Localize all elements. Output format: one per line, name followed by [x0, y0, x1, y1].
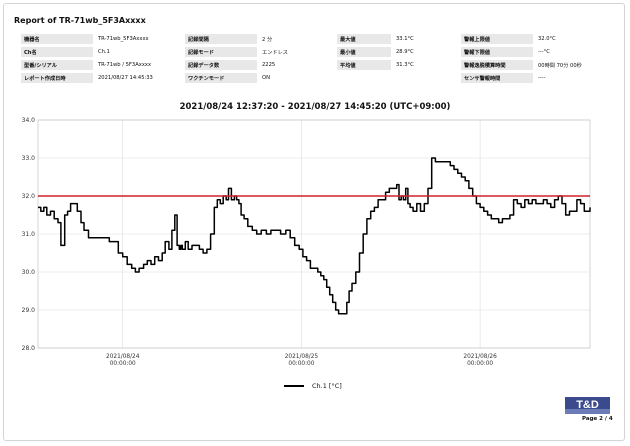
info-value: 31.3°C [393, 60, 459, 70]
info-value: ---°C [535, 47, 599, 57]
info-label: 平均値 [337, 60, 391, 70]
info-value: 28.9°C [393, 47, 459, 57]
info-row: 型番/シリアル TR-71wb / 5F3Axxxx 記録データ数 2225 平均値 31… [21, 60, 599, 70]
info-value: ---- [535, 73, 599, 83]
report-page: Report of TR-71wb_5F3Axxxx 機器名 TR-71wb_5F… [3, 3, 625, 441]
info-label: 最小値 [337, 47, 391, 57]
info-label: 型番/シリアル [21, 60, 93, 70]
plot-frame [37, 119, 591, 349]
info-value: 33.1°C [393, 34, 459, 44]
info-value: 32.0°C [535, 34, 599, 44]
x-tick-label: 2021/08/26 [463, 354, 497, 360]
y-tick-label: 32.0 [22, 193, 36, 200]
info-label: ワクチンモード [185, 73, 257, 83]
x-tick-label: 2021/08/24 [106, 354, 140, 360]
report-title: Report of TR-71wb_5F3Axxxx [14, 16, 146, 25]
x-tick-time-label: 00:00:00 [467, 361, 493, 367]
x-tick-label: 2021/08/25 [285, 354, 319, 360]
info-label: Ch名 [21, 47, 93, 57]
y-tick-label: 33.0 [22, 155, 36, 162]
svg-text:T&D: T&D [576, 399, 599, 411]
legend-label: Ch.1 [°C] [312, 382, 342, 390]
legend-line-swatch [284, 384, 304, 388]
info-label: レポート作成日時 [21, 73, 93, 83]
x-tick-time-label: 00:00:00 [110, 361, 136, 367]
info-label: 警報上限値 [461, 34, 533, 44]
info-value: 2021/08/27 14:45:33 [95, 73, 183, 83]
info-value: ON [259, 73, 335, 83]
y-tick-label: 28.0 [22, 345, 36, 352]
page-number: Page 2 / 4 [582, 416, 613, 422]
x-tick-time-label: 00:00:00 [288, 361, 314, 367]
info-value: エンドレス [259, 47, 335, 57]
y-tick-label: 31.0 [22, 231, 36, 238]
info-label: 警報逸脱積算時間 [461, 60, 533, 70]
info-label: 記録データ数 [185, 60, 257, 70]
y-tick-label: 29.0 [22, 307, 36, 314]
info-row: 機器名 TR-71wb_5F3Axxxx 記録間隔 2 分最大値 33.1°C 警報上限値… [21, 34, 599, 44]
info-label: 記録間隔 [185, 34, 257, 44]
info-label: 機器名 [21, 34, 93, 44]
info-label: 最大値 [337, 34, 391, 44]
info-label: 記録モード [185, 47, 257, 57]
info-label: センサ警報時間 [461, 73, 533, 83]
info-value: 2225 [259, 60, 335, 70]
y-tick-label: 30.0 [22, 269, 36, 276]
td-logo: T&D [565, 397, 610, 414]
info-row: レポート作成日時 2021/08/27 14:45:33 ワクチンモード ON センサ警… [21, 73, 599, 83]
info-table: 機器名 TR-71wb_5F3Axxxx 記録間隔 2 分最大値 33.1°C 警報上限値… [19, 31, 601, 86]
y-tick-label: 34.0 [22, 117, 36, 124]
info-label: 警報下限値 [461, 47, 533, 57]
temperature-chart: 28.029.030.031.032.033.034.02021/08/2400… [22, 117, 591, 367]
chart-legend: Ch.1 [°C] [284, 382, 342, 390]
info-row: Ch名 Ch.1 記録モード エンドレス 最小値 28.9°C 警報下限値 ---°C [21, 47, 599, 57]
info-value: Ch.1 [95, 47, 183, 57]
info-value: 00時間 70分 00秒 [535, 60, 599, 70]
info-value: TR-71wb / 5F3Axxxx [95, 60, 183, 70]
chart-title: 2021/08/24 12:37:20 - 2021/08/27 14:45:2… [179, 102, 451, 112]
info-value: TR-71wb_5F3Axxxx [95, 34, 183, 44]
info-value: 2 分 [259, 34, 335, 44]
info-value [393, 73, 459, 83]
series-line-ch1 [38, 157, 591, 315]
